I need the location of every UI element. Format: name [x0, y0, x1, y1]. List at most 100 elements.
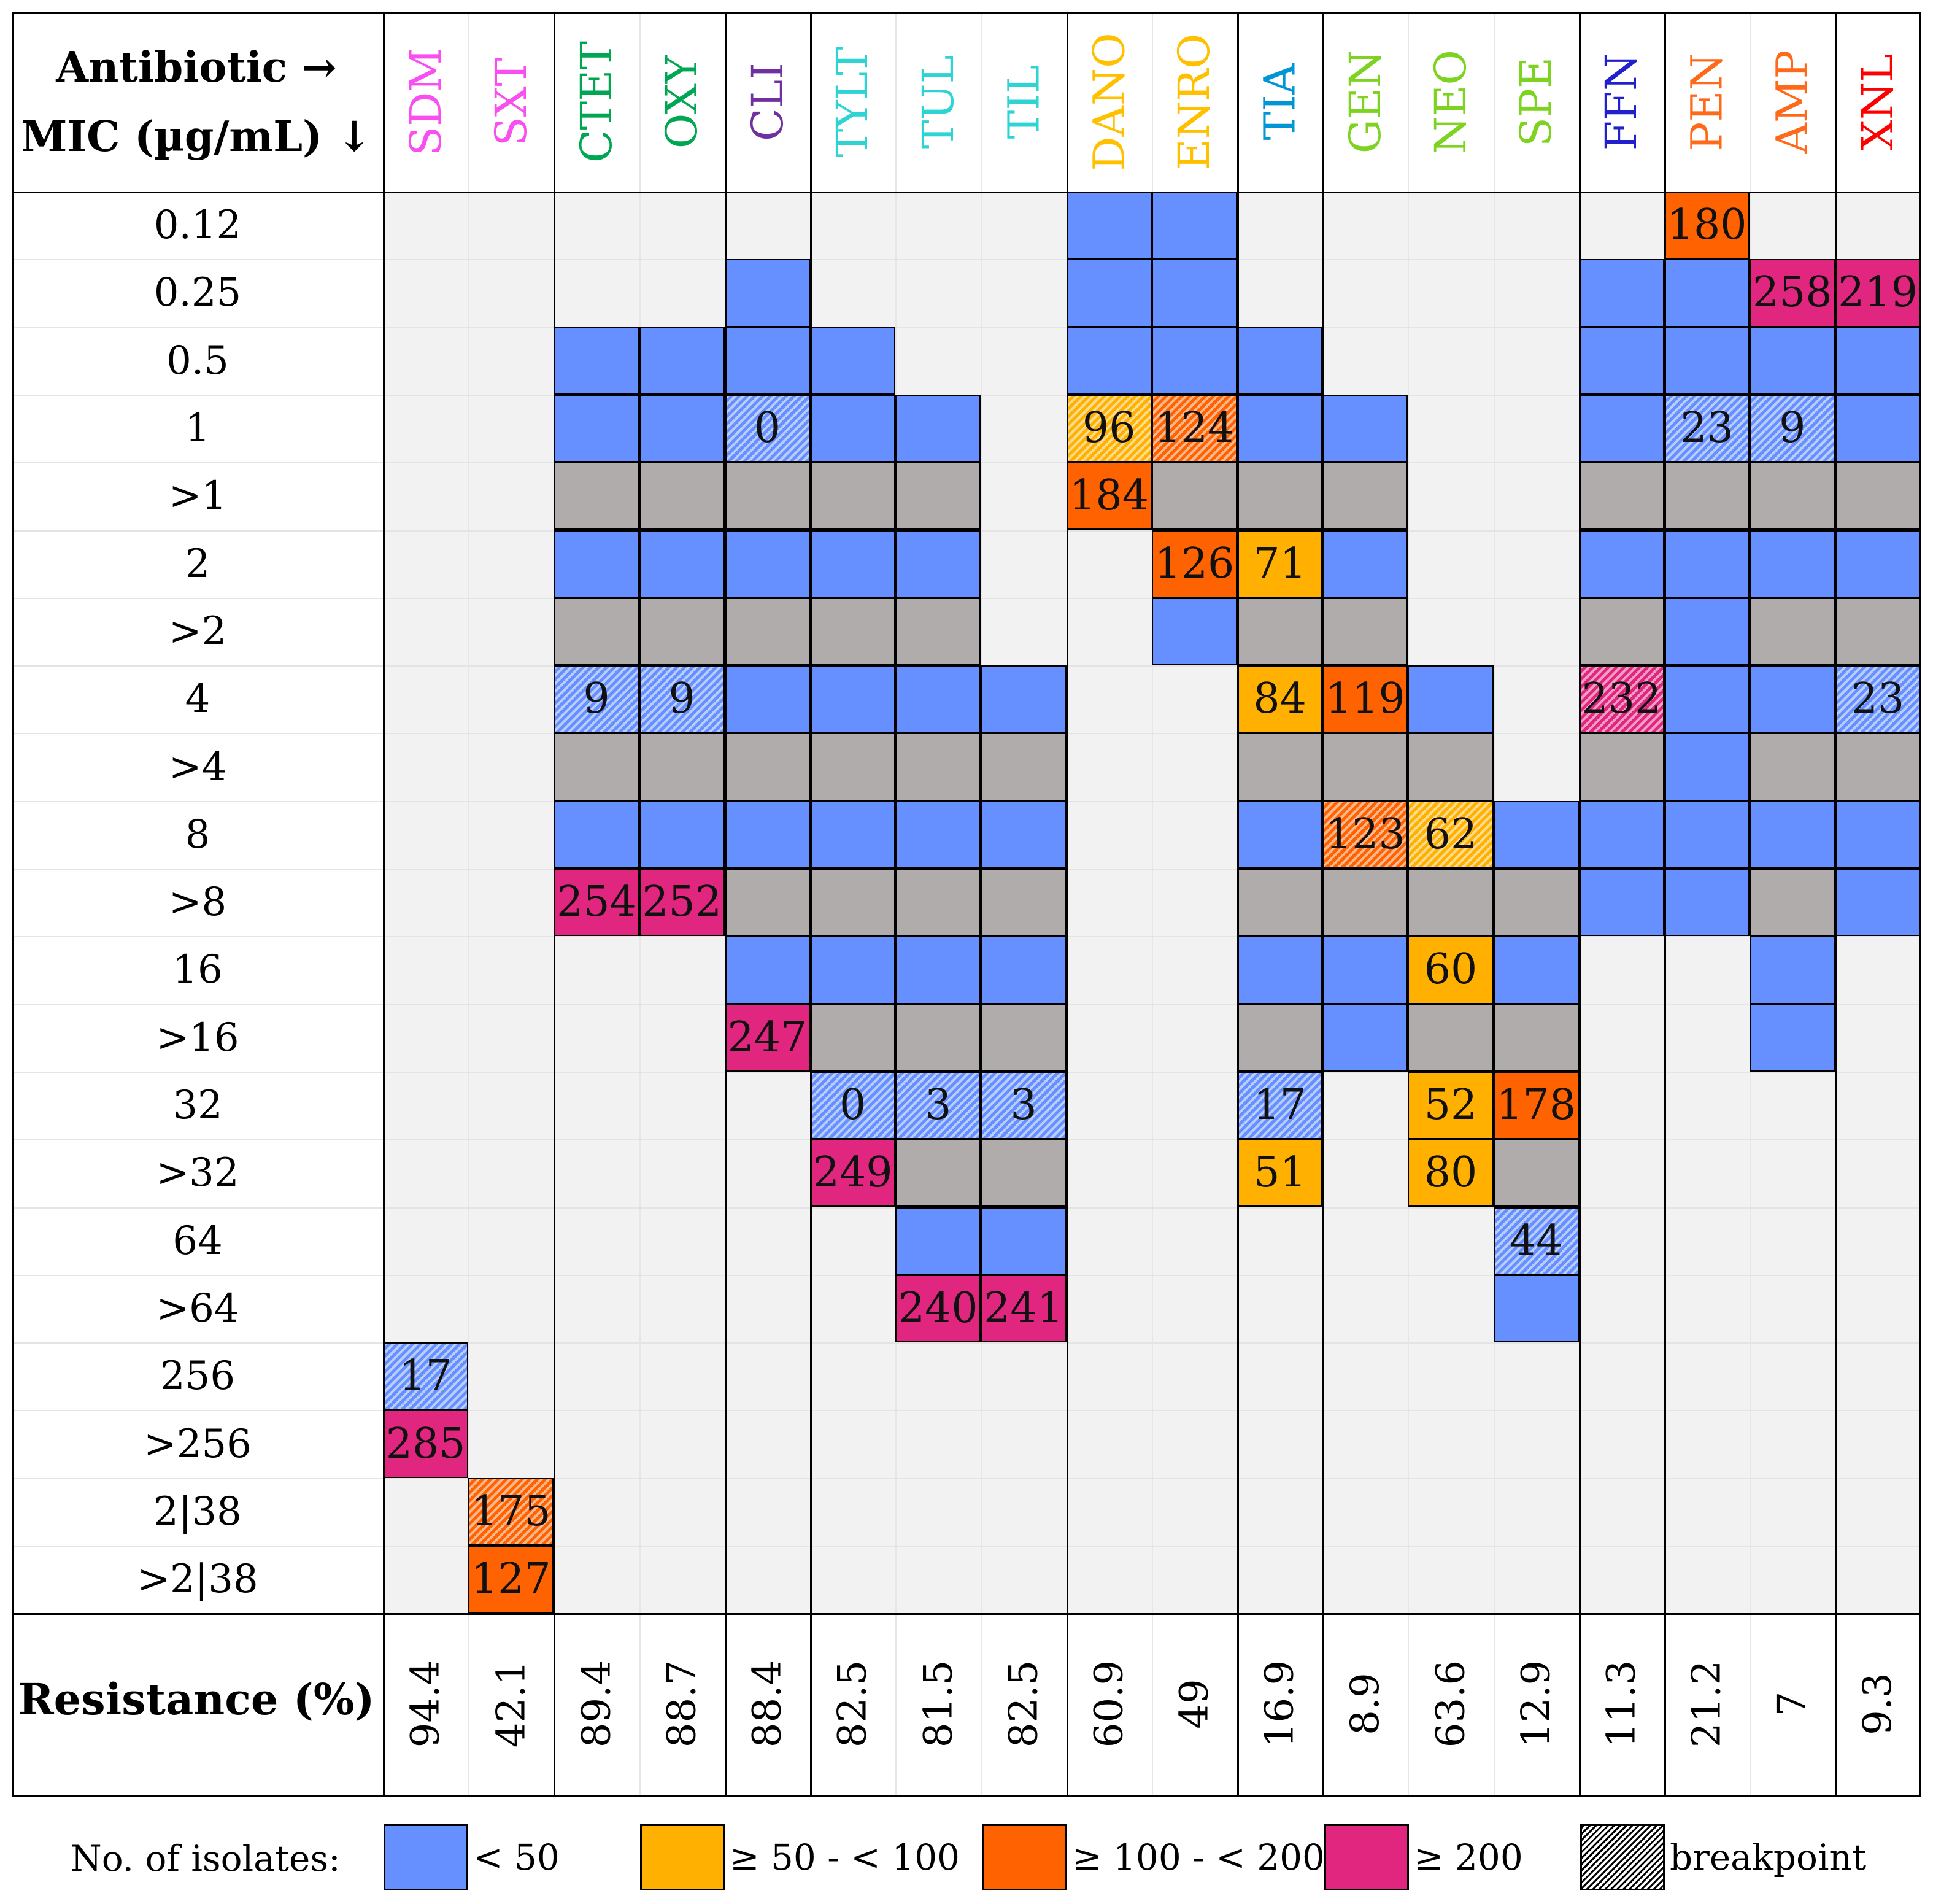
table-left-border: [12, 12, 14, 1795]
mic-cell: [1066, 192, 1152, 260]
mic-cell: 0: [810, 1071, 896, 1140]
mic-row-label: 2: [185, 541, 210, 587]
mic-cell: [1750, 665, 1835, 733]
mic-cell: [1493, 1139, 1579, 1207]
mic-cell: 240: [895, 1274, 981, 1343]
mic-cell: 9: [1750, 394, 1835, 463]
mic-cell: [724, 869, 810, 937]
mic-cell: [1750, 530, 1835, 598]
mic-cell: [810, 462, 896, 530]
resistance-value-til: 82.5: [981, 1613, 1066, 1795]
mic-cell: [1237, 597, 1323, 666]
mic-cell: [1664, 462, 1750, 530]
mic-row-label: >32: [156, 1150, 239, 1196]
mic-row-label: 64: [172, 1218, 223, 1264]
mic-cell: [1835, 462, 1921, 530]
resistance-value-sxt: 42.1: [468, 1613, 554, 1795]
resistance-value-cli: 88.4: [725, 1613, 810, 1795]
group-border: [554, 12, 556, 1795]
mic-cell: 9: [639, 665, 725, 733]
mic-cell: 9: [554, 665, 639, 733]
legend-swatch: [1580, 1824, 1665, 1890]
mic-cell: [895, 800, 981, 869]
mic-cell: [1578, 259, 1664, 327]
resistance-value-tylt: 82.5: [810, 1613, 895, 1795]
resistance-value: 88.7: [659, 1660, 705, 1748]
mic-cell: [1237, 936, 1323, 1004]
mic-cell: [810, 733, 896, 801]
antibiotic-header-oxy: OXY: [639, 12, 725, 192]
resistance-value-sdm: 94.4: [383, 1613, 468, 1795]
mic-cell: [1835, 394, 1921, 463]
mic-row-label: 0.25: [153, 270, 242, 316]
mic-cell: [1322, 1004, 1408, 1072]
mic-cell: [1237, 869, 1323, 937]
mic-cell: 254: [554, 869, 639, 937]
mic-cell: [1066, 327, 1152, 395]
mic-cell: [895, 733, 981, 801]
mic-cell: [1151, 597, 1237, 666]
legend-title: No. of isolates:: [71, 1838, 341, 1879]
mic-cell: 71: [1237, 530, 1323, 598]
mic-cell: 3: [895, 1071, 981, 1140]
resistance-value: 63.6: [1427, 1660, 1473, 1748]
mic-cell: [554, 462, 639, 530]
antibiotic-code: DANO: [1084, 33, 1135, 171]
mic-row-label: 0.5: [166, 338, 229, 384]
antibiotic-code: PEN: [1681, 53, 1732, 151]
grid-bottom-border: [12, 1613, 1921, 1616]
resistance-row-label: Resistance (%): [18, 1673, 375, 1725]
mic-cell: [1237, 800, 1323, 869]
resistance-value-amp: 7: [1750, 1613, 1835, 1795]
mic-cell: 44: [1493, 1207, 1579, 1275]
mic-cell: 175: [468, 1477, 554, 1546]
mic-cell: [1750, 1004, 1835, 1072]
mic-cell: [1578, 462, 1664, 530]
mic-cell: [1835, 327, 1921, 395]
mic-cell: [639, 733, 725, 801]
mic-cell: 23: [1835, 665, 1921, 733]
antibiotic-header-tul: TUL: [895, 12, 981, 192]
mic-cell: [1237, 733, 1323, 801]
resistance-value-ffn: 11.3: [1579, 1613, 1664, 1795]
mic-cell: [895, 530, 981, 598]
antibiotic-header-amp: AMP: [1750, 12, 1835, 192]
mic-cell: [1322, 733, 1408, 801]
mic-cell: [1493, 800, 1579, 869]
antibiotic-header-ctet: CTET: [554, 12, 639, 192]
legend-label: ≥ 200: [1414, 1836, 1523, 1878]
mic-cell: [724, 733, 810, 801]
mic-cell: [1750, 869, 1835, 937]
mic-row-label: >64: [156, 1285, 239, 1331]
mic-cell: [810, 869, 896, 937]
mic-cell: [1578, 869, 1664, 937]
mic-cell: [1664, 327, 1750, 395]
resistance-value-tia: 16.9: [1237, 1613, 1322, 1795]
mic-cell: [895, 597, 981, 666]
mic-cell: [724, 530, 810, 598]
mic-cell: 180: [1664, 192, 1750, 260]
mic-cell: [895, 462, 981, 530]
mic-row-label: 4: [185, 676, 210, 722]
antibiotic-header-enro: ENRO: [1152, 12, 1237, 192]
mic-cell: [895, 394, 981, 463]
row-separator: [12, 327, 1921, 328]
mic-cell: [1835, 530, 1921, 598]
antibiotic-code: GEN: [1340, 50, 1391, 154]
header-bottom-border: [12, 192, 1921, 193]
legend-swatch: [384, 1824, 468, 1890]
resistance-value-gen: 8.9: [1322, 1613, 1408, 1795]
group-border: [1237, 12, 1239, 1795]
antibiotic-code: TIA: [1254, 63, 1305, 141]
antibiotic-code: XNL: [1852, 53, 1903, 150]
resistance-value: 7: [1769, 1691, 1815, 1717]
mic-cell: 184: [1066, 462, 1152, 530]
mic-cell: [981, 665, 1067, 733]
antibiotic-code: OXY: [657, 55, 708, 149]
mic-cell: [1322, 394, 1408, 463]
mic-cell: [1750, 800, 1835, 869]
mic-cell: [1322, 462, 1408, 530]
antibiotic-header-sdm: SDM: [383, 12, 468, 192]
resistance-value-xnl: 9.3: [1835, 1613, 1920, 1795]
